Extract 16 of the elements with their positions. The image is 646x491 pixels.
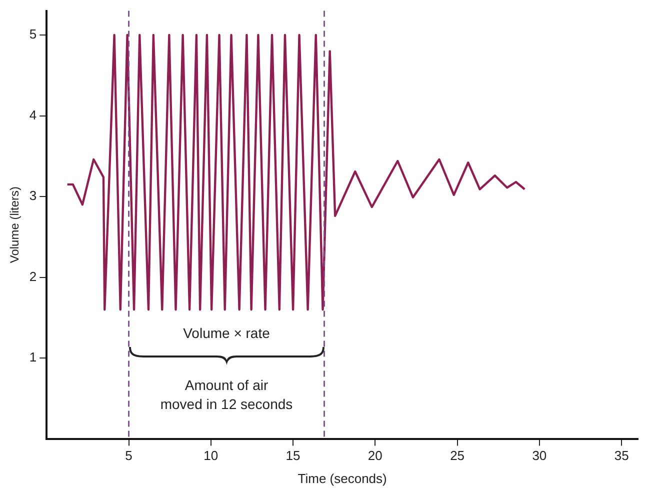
x-axis-title: Time (seconds) [298,470,387,486]
annotation: Volume × rate [183,324,270,341]
y-tick-label: 4 [29,107,37,122]
x-tick-label: 5 [125,448,132,464]
x-tick-label: 25 [450,448,465,464]
x-tick-label: 15 [286,448,300,464]
x-tick-label: 10 [204,448,218,464]
y-tick-label: 3 [29,188,37,204]
x-tick-label: 20 [368,448,382,464]
x-tick-label: 30 [532,448,547,464]
y-tick-label: 5 [29,26,37,42]
annotation: Amount of air moved in 12 seconds [160,376,293,412]
y-tick-label: 1 [29,350,37,365]
y-axis-title: Volume (liters) [8,186,22,264]
y-tick-label: 2 [29,268,37,284]
x-tick-label: 35 [614,448,629,464]
